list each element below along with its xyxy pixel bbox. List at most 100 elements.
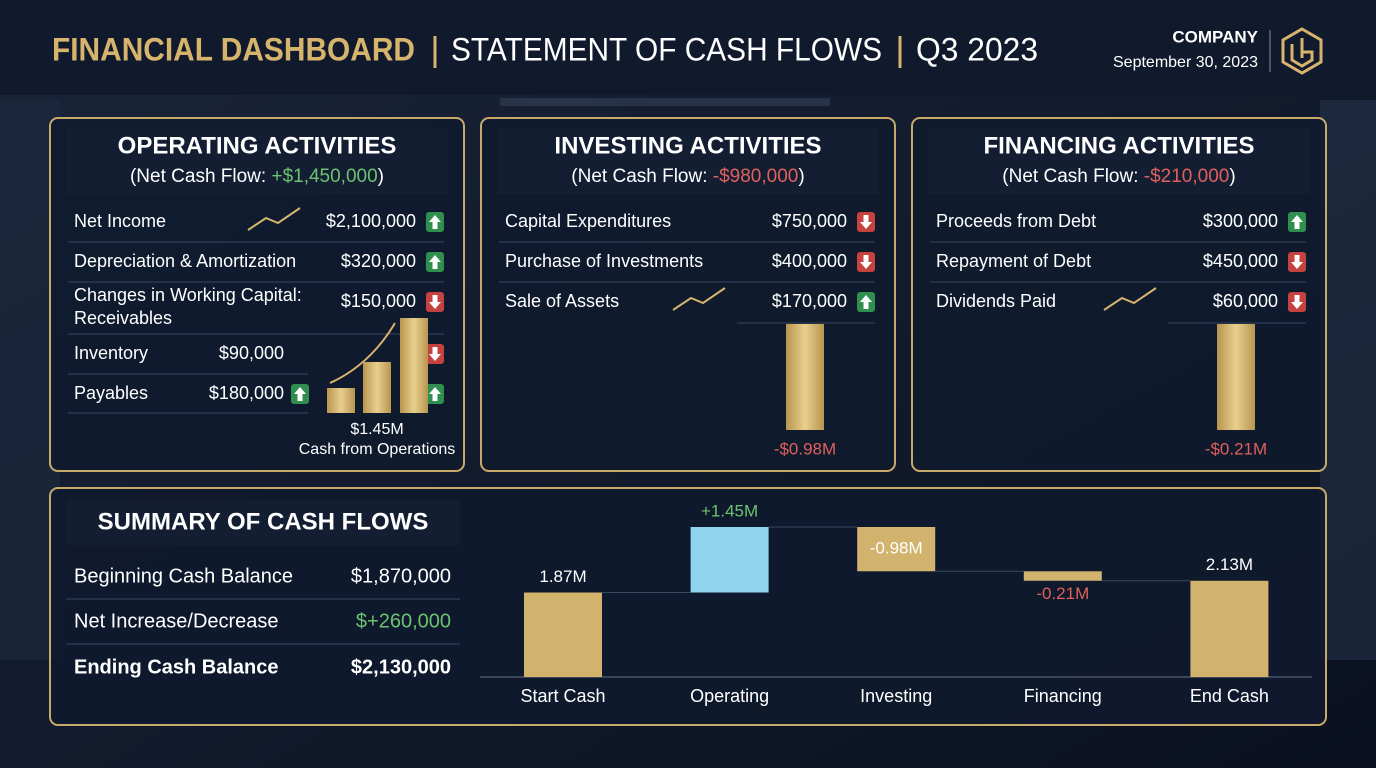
row-value: $180,000 [209,383,284,403]
mini-bar [327,388,355,413]
net-suffix: ) [1229,166,1235,187]
value-label: 1.87M [539,567,586,586]
net-prefix: (Net Cash Flow: [1002,166,1143,187]
arrow-glyph [860,255,872,269]
content: OPERATING ACTIVITIES (Net Cash Flow: +$1,… [49,117,1327,726]
summary-value: $+260,000 [356,610,451,632]
x-tick-label: Financing [1024,686,1102,706]
waterfall-bar [857,527,936,572]
summary-title: SUMMARY OF CASH FLOWS [98,508,429,535]
net-value: -$980,000 [713,166,799,187]
summary-label: Beginning Cash Balance [74,565,293,587]
arrow-glyph [860,215,872,229]
header-bar [0,0,1376,95]
row-label: Inventory [74,343,148,363]
down-arrow-icon [1288,292,1306,312]
summary-label: Ending Cash Balance [74,656,279,678]
value-label: -0.98M [870,539,923,558]
panel-header [928,128,1310,194]
up-arrow-icon [857,292,875,312]
down-arrow-icon [857,212,875,232]
summary-label: Net Increase/Decrease [74,610,279,632]
down-arrow-icon [426,344,444,364]
panel-subtitle: (Net Cash Flow: -$980,000) [571,166,804,187]
chart-label: $1.45M [350,421,403,438]
growth-curve [329,322,396,384]
panel-title: INVESTING ACTIVITIES [554,132,821,159]
summary-panel [49,487,1327,726]
net-suffix: ) [378,166,384,187]
row-label: Purchase of Investments [505,251,703,271]
x-tick-label: Start Cash [520,686,605,706]
summary-value: $1,870,000 [351,565,451,587]
arrow-glyph [429,387,441,401]
arrow-glyph [429,347,441,361]
trend-sparkline [672,287,726,311]
up-arrow-icon [426,384,444,404]
down-arrow-icon [1288,252,1306,272]
up-arrow-icon [426,212,444,232]
row-value: $60,000 [1213,291,1278,311]
row-label: Sale of Assets [505,291,619,311]
panel-title: FINANCING ACTIVITIES [983,132,1254,159]
row-value: $400,000 [772,251,847,271]
waterfall-bar [1190,580,1269,677]
mini-bar [786,324,824,430]
down-arrow-icon [426,292,444,312]
row-value: $320,000 [341,251,416,271]
arrow-glyph [429,295,441,309]
panel-subtitle: (Net Cash Flow: +$1,450,000) [130,166,384,187]
chart-label: -$0.98M [774,439,836,458]
up-arrow-icon [426,252,444,272]
row-sublabel: Receivables [74,308,172,328]
summary-header [66,500,460,545]
row-value: $150,000 [341,291,416,311]
row-label: Repayment of Debt [936,251,1091,271]
row-label: Net Income [74,211,166,231]
panel-header [497,128,879,194]
header-title: FINANCIAL DASHBOARD [52,31,415,67]
row-label: Capital Expenditures [505,211,671,231]
row-label: Dividends Paid [936,291,1056,311]
row-label: Depreciation & Amortization [74,251,296,271]
arrow-glyph [294,387,306,401]
mini-bar [363,362,391,413]
company-name: COMPANY [1172,27,1258,46]
header-period: Q3 2023 [916,31,1038,67]
waterfall-bar [1023,571,1102,581]
up-arrow-icon [291,384,309,404]
arrow-glyph [429,215,441,229]
panel-header [66,128,448,194]
row-value: $170,000 [772,291,847,311]
arrow-glyph [429,255,441,269]
arrow-glyph [1291,295,1303,309]
row-value: $2,100,000 [326,211,416,231]
arrow-glyph [1291,255,1303,269]
background-window [1320,100,1376,660]
chart-caption: Cash from Operations [299,441,456,458]
value-label: -0.21M [1036,584,1089,603]
row-value: $750,000 [772,211,847,231]
header-subtitle: STATEMENT OF CASH FLOWS [451,31,882,67]
row-value: $90,000 [219,343,284,363]
panel-subtitle: (Net Cash Flow: -$210,000) [1002,166,1235,187]
panel [49,117,465,472]
x-tick-label: End Cash [1190,686,1269,706]
net-suffix: ) [798,166,804,187]
net-prefix: (Net Cash Flow: [130,166,271,187]
report-date: September 30, 2023 [1113,54,1258,71]
row-label: Changes in Working Capital: [74,285,302,305]
waterfall-bar [524,592,602,677]
chart-label: -$0.21M [1205,439,1267,458]
trend-sparkline [247,207,301,231]
waterfall-bar [690,527,769,593]
summary-value: $2,130,000 [351,656,451,678]
arrow-glyph [860,295,872,309]
row-value: $450,000 [1203,251,1278,271]
row-value: $300,000 [1203,211,1278,231]
up-arrow-icon [1288,212,1306,232]
value-label: +1.45M [701,501,758,520]
mini-bar [400,318,428,413]
